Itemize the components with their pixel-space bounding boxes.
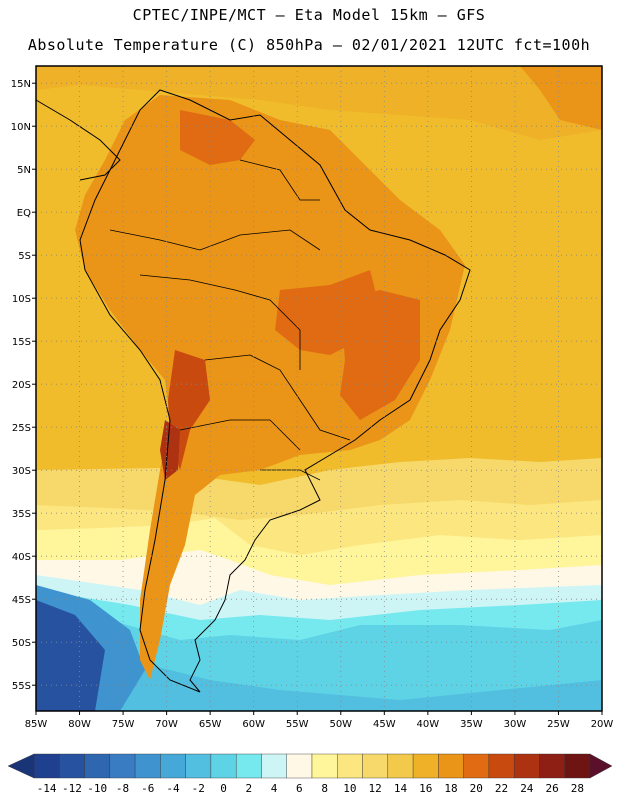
lon-tick-label: 40W — [417, 719, 440, 730]
colorbar-label: 24 — [520, 782, 534, 795]
temperature-map: 15N 10N 5N EQ 5S 10S 15S 20S 25S 30S 35S 40S 45S 50S 5… — [11, 65, 614, 730]
colorbar-low-arrow — [7, 753, 35, 779]
lat-tick-label: 10S — [12, 294, 31, 305]
colorbar-cell — [84, 753, 111, 779]
lat-tick-label: 35S — [12, 509, 31, 520]
lon-tick-label: 35W — [460, 719, 483, 730]
field-andes-26c — [160, 420, 180, 480]
colorbar-cell — [210, 753, 237, 779]
lat-tick-label: 40S — [12, 552, 31, 563]
longitude-labels: 85W 80W 75W 70W 65W 60W 55W 50W 45W 40W 35W 30W 25W 2… — [25, 711, 614, 730]
chart-title-line1: CPTEC/INPE/MCT – Eta Model 15km – GFS — [132, 6, 486, 24]
lon-tick-label: 45W — [373, 719, 396, 730]
colorbar-cell — [362, 753, 389, 779]
colorbar-label: -2 — [192, 782, 205, 795]
colorbar-high-arrow — [589, 753, 613, 779]
latitude-labels: 15N 10N 5N EQ 5S 10S 15S 20S 25S 30S 35S 40S 45S 50S 5… — [11, 79, 36, 692]
lon-tick-label: 20W — [591, 719, 614, 730]
colorbar-cell — [286, 753, 313, 779]
colorbar-cell — [488, 753, 515, 779]
lon-tick-label: 85W — [25, 719, 48, 730]
colorbar-label: 26 — [545, 782, 558, 795]
colorbar-cell — [463, 753, 490, 779]
colorbar-cell — [160, 753, 186, 779]
lon-tick-label: 50W — [329, 719, 352, 730]
lat-tick-label: 30S — [12, 466, 31, 477]
lat-tick-label: 5S — [18, 251, 31, 262]
colorbar-label: -6 — [141, 782, 154, 795]
lon-tick-label: 55W — [286, 719, 309, 730]
colorbar-label: 22 — [495, 782, 508, 795]
colorbar-label: 2 — [246, 782, 253, 795]
colorbar-cell — [513, 753, 540, 779]
lat-tick-label: EQ — [17, 208, 31, 219]
colorbar: -14 -12 -10 -8 -6 -4 -2 0 2 4 6 8 10 12 14 16 18 20 22 24 26… — [7, 753, 613, 795]
colorbar-label: 14 — [394, 782, 408, 795]
field-minus12c — [36, 600, 105, 711]
field-se-brazil-22c — [340, 290, 420, 420]
colorbar-label: -14 — [37, 782, 57, 795]
field-minus2c — [36, 620, 602, 711]
colorbar-cell — [564, 753, 591, 779]
field-north-18c — [36, 66, 602, 140]
map-fields — [36, 66, 602, 711]
lat-tick-label: 15N — [11, 79, 31, 90]
colorbar-label: -10 — [87, 782, 107, 795]
colorbar-labels: -14 -12 -10 -8 -6 -4 -2 0 2 4 6 8 10 12 14 16 18 20 22 24 26… — [37, 782, 584, 795]
colorbar-label: 20 — [470, 782, 483, 795]
lon-tick-label: 70W — [155, 719, 178, 730]
colorbar-cell — [387, 753, 414, 779]
colorbar-label: -4 — [166, 782, 180, 795]
chart-title-line2: Absolute Temperature (C) 850hPa – 02/01/… — [27, 36, 591, 54]
colorbar-cell — [311, 753, 338, 779]
colorbar-cell — [412, 753, 439, 779]
colorbar-label: 12 — [369, 782, 382, 795]
colorbar-cell — [235, 753, 262, 779]
map-frame — [35, 65, 603, 712]
borders — [109, 159, 351, 481]
land-field-20c — [75, 95, 465, 680]
colorbar-cell — [33, 753, 60, 779]
colorbar-cell — [109, 753, 136, 779]
lon-tick-label: 60W — [242, 719, 265, 730]
coastline — [35, 89, 471, 693]
lon-tick-label: 30W — [504, 719, 527, 730]
colorbar-cell — [539, 753, 565, 779]
colorbar-label: 18 — [444, 782, 457, 795]
lat-tick-label: 20S — [12, 380, 31, 391]
lon-tick-label: 80W — [68, 719, 91, 730]
colorbar-label: 28 — [571, 782, 584, 795]
field-venezuela-22c — [180, 110, 255, 165]
lat-tick-label: 5N — [17, 165, 31, 176]
colorbar-label: 16 — [419, 782, 432, 795]
colorbar-label: 6 — [296, 782, 303, 795]
colorbar-cells — [7, 753, 613, 779]
lon-tick-label: 75W — [112, 719, 135, 730]
lat-tick-label: 10N — [11, 122, 31, 133]
lon-tick-label: 25W — [547, 719, 570, 730]
field-ne-20c — [520, 66, 602, 130]
colorbar-cell — [185, 753, 212, 779]
colorbar-label: 4 — [271, 782, 278, 795]
colorbar-cell — [261, 753, 287, 779]
colorbar-label: -12 — [62, 782, 82, 795]
lat-tick-label: 55S — [12, 681, 31, 692]
colorbar-cell — [337, 753, 363, 779]
colorbar-label: 8 — [321, 782, 328, 795]
colorbar-cell — [438, 753, 464, 779]
colorbar-label: 0 — [220, 782, 227, 795]
colorbar-label: -8 — [116, 782, 129, 795]
lon-tick-label: 65W — [199, 719, 222, 730]
lat-tick-label: 50S — [12, 638, 31, 649]
lat-tick-label: 45S — [12, 595, 31, 606]
lat-tick-label: 15S — [12, 337, 31, 348]
lat-tick-label: 25S — [12, 423, 31, 434]
colorbar-cell — [134, 753, 161, 779]
colorbar-label: 10 — [343, 782, 356, 795]
colorbar-cell — [59, 753, 85, 779]
